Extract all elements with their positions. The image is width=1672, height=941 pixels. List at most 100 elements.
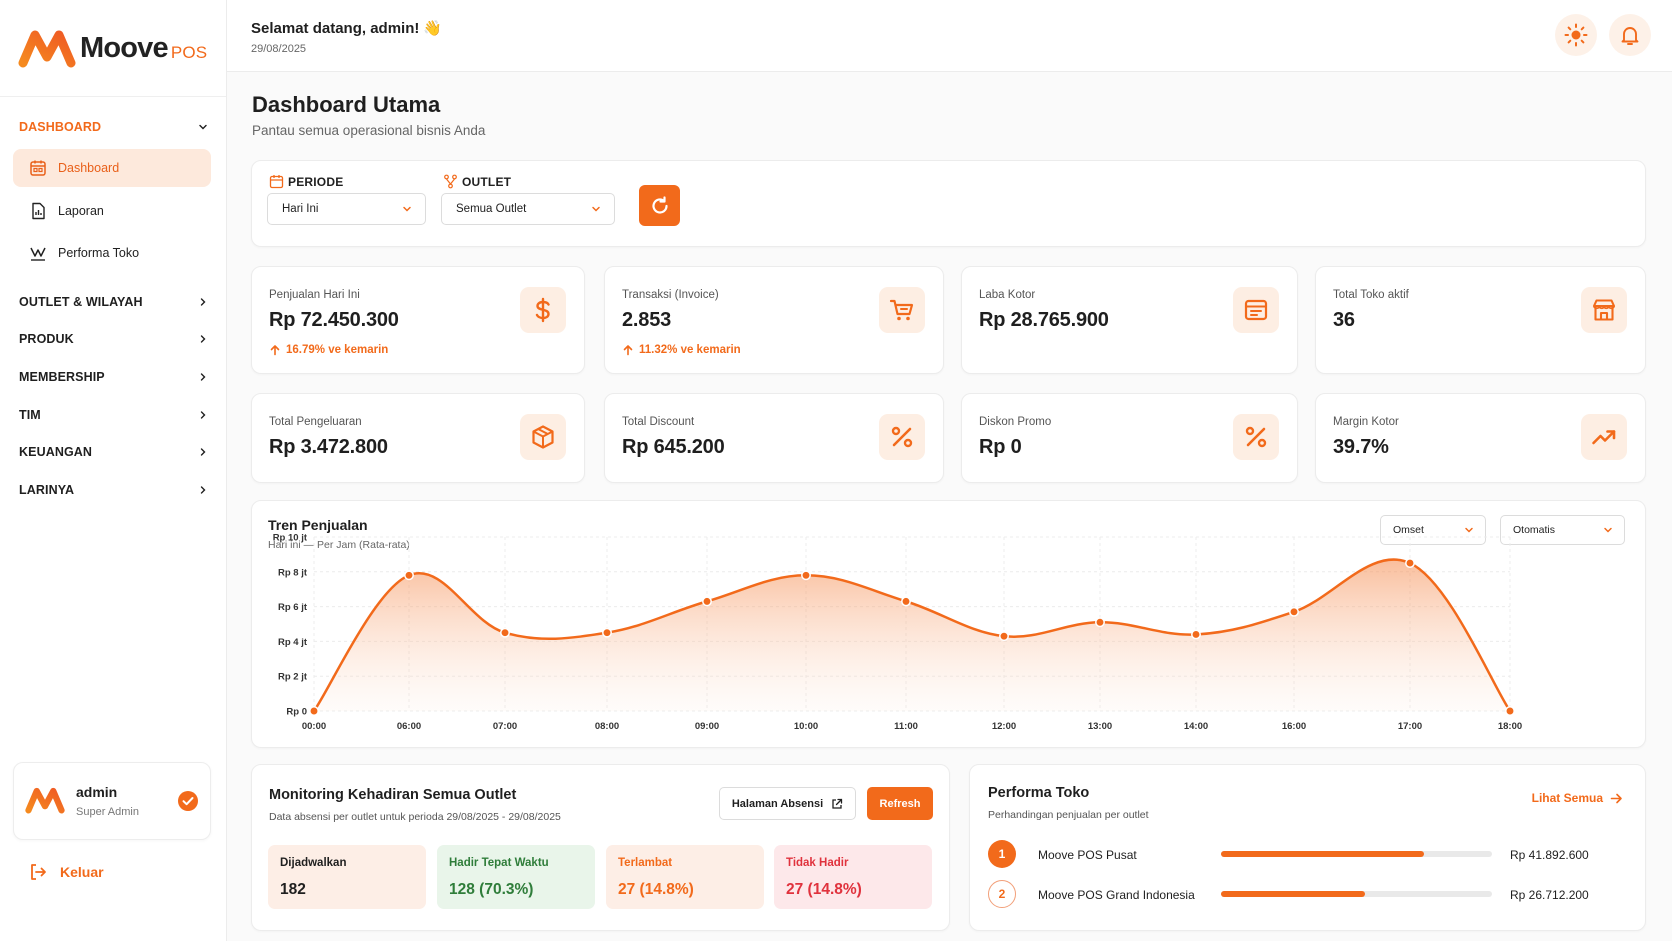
attendance-value: 27 (14.8%): [618, 881, 694, 898]
wave-emoji: 👋: [423, 20, 443, 37]
x-tick-label: 12:00: [992, 721, 1016, 732]
theme-toggle-button[interactable]: [1555, 14, 1597, 56]
logout-label: Keluar: [60, 864, 104, 880]
data-point[interactable]: [999, 631, 1009, 642]
nav-section-label: DASHBOARD: [19, 120, 102, 134]
filter-refresh-button[interactable]: [639, 185, 680, 226]
page-subtitle: Pantau semua operasional bisnis Anda: [252, 123, 486, 138]
attendance-monitoring-card: Monitoring Kehadiran Semua Outlet Data a…: [251, 764, 950, 931]
stat-card-transaksi[interactable]: Transaksi (Invoice) 2.853 11.32% ve kema…: [604, 266, 944, 374]
stat-card-penjualan[interactable]: Penjualan Hari Ini Rp 72.450.300 16.79% …: [251, 266, 585, 374]
sales-trend-chart: Rp 0 Rp 2 jt Rp 4 jt Rp 6 jt Rp 8 jt Rp 10 jt…: [273, 533, 1522, 733]
data-point[interactable]: [1191, 629, 1201, 640]
calendar-icon: [30, 160, 46, 176]
notifications-button[interactable]: [1609, 14, 1651, 56]
metric-select-value: Omset: [1393, 524, 1424, 536]
nav-section-larinya[interactable]: LARINYA: [19, 479, 209, 501]
store-network-icon: [444, 174, 457, 189]
outlet-label-text: OUTLET: [462, 174, 512, 189]
stat-card-total-toko[interactable]: Total Toko aktif 36: [1315, 266, 1646, 374]
data-point[interactable]: [901, 596, 911, 607]
data-point[interactable]: [1289, 606, 1299, 617]
cart-icon: [889, 299, 914, 321]
stat-card-total-discount[interactable]: Total Discount Rp 645.200: [604, 393, 944, 483]
y-tick-label: Rp 2 jt: [278, 672, 308, 683]
outlet-label: OUTLET: [443, 174, 511, 189]
stat-value: Rp 0: [979, 436, 1022, 458]
stat-value: 39.7%: [1333, 436, 1389, 458]
stat-label: Total Pengeluaran: [269, 416, 362, 428]
sidebar-item-dashboard[interactable]: Dashboard: [13, 149, 211, 187]
stat-icon-box: [1581, 414, 1627, 460]
stat-card-margin-kotor[interactable]: Margin Kotor 39.7%: [1315, 393, 1646, 483]
nav-section-membership[interactable]: MEMBERSHIP: [19, 366, 209, 388]
metric-select[interactable]: Omset: [1380, 515, 1486, 545]
x-tick-label: 17:00: [1398, 721, 1422, 732]
refresh-icon: [651, 195, 668, 214]
outlet-select[interactable]: Semua Outlet: [441, 193, 615, 225]
attendance-value: 128 (70.3%): [449, 881, 534, 898]
stat-value: Rp 3.472.800: [269, 436, 388, 458]
attendance-page-label: Halaman Absensi: [731, 797, 824, 810]
attendance-card-on-time: Hadir Tepat Waktu 128 (70.3%): [437, 845, 595, 909]
attendance-page-button[interactable]: Halaman Absensi: [719, 787, 856, 820]
data-point[interactable]: [404, 570, 414, 581]
data-point[interactable]: [1095, 617, 1105, 628]
performance-title: Performa Toko: [988, 785, 1090, 801]
sidebar-item-label: Dashboard: [58, 161, 120, 175]
rank-badge: 2: [988, 880, 1016, 908]
data-point[interactable]: [500, 627, 510, 638]
sidebar-item-performa-toko[interactable]: Performa Toko: [13, 234, 211, 272]
stat-card-laba-kotor[interactable]: Laba Kotor Rp 28.765.900: [961, 266, 1298, 374]
nav-section-dashboard[interactable]: DASHBOARD: [19, 116, 209, 138]
chart-title: Tren Penjualan: [268, 517, 368, 533]
periode-select[interactable]: Hari Ini: [267, 193, 426, 225]
external-link-icon: [832, 798, 843, 809]
see-all-link[interactable]: Lihat Semua: [1532, 791, 1623, 805]
sales-area: [314, 559, 1510, 711]
chevron-down-icon: [403, 206, 411, 212]
logout-icon: [31, 864, 46, 880]
arrow-up-icon: [270, 345, 280, 356]
store-name[interactable]: Moove POS Pusat: [1038, 848, 1137, 862]
nav-section-tim[interactable]: TIM: [19, 404, 209, 426]
bell-icon: [1621, 27, 1639, 45]
stat-icon-box: [879, 414, 925, 460]
data-point[interactable]: [1405, 558, 1415, 569]
sales-trend-card: Tren Penjualan Hari ini — Per Jam (Rata-…: [251, 500, 1646, 748]
store-share-fill: [1221, 851, 1425, 857]
stat-label: Transaksi (Invoice): [622, 289, 719, 301]
sidebar-item-laporan[interactable]: Laporan: [13, 192, 211, 230]
data-point[interactable]: [801, 570, 811, 581]
stat-trend: 11.32% ve kemarin: [622, 344, 741, 356]
store-sales-value: Rp 26.712.200: [1510, 888, 1589, 902]
nav-section-keuangan[interactable]: KEUANGAN: [19, 441, 209, 463]
logout-button[interactable]: Keluar: [28, 862, 104, 882]
chevron-right-icon: [200, 448, 206, 456]
mode-select[interactable]: Otomatis: [1500, 515, 1625, 545]
box-icon: [532, 425, 554, 449]
mode-select-value: Otomatis: [1513, 524, 1556, 536]
attendance-refresh-button[interactable]: Refresh: [867, 787, 933, 820]
performance-icon: [30, 247, 46, 261]
nav-section-outlet-wilayah[interactable]: OUTLET & WILAYAH: [19, 291, 209, 313]
see-all-label: Lihat Semua: [1531, 791, 1603, 805]
x-tick-label: 18:00: [1498, 721, 1522, 732]
brand-logo[interactable]: Moove POS: [18, 26, 207, 70]
nav-section-produk[interactable]: PRODUK: [19, 328, 209, 350]
chevron-down-icon: [592, 206, 600, 212]
x-axis: 00:00 06:00 07:00 08:00 09:00 10:00 11:00 12:00…: [302, 721, 1522, 732]
data-point[interactable]: [309, 706, 319, 716]
trend-up-icon: [1592, 430, 1616, 445]
user-profile-card[interactable]: admin Super Admin: [13, 762, 211, 840]
stat-card-diskon-promo[interactable]: Diskon Promo Rp 0: [961, 393, 1298, 483]
data-point[interactable]: [1505, 706, 1515, 716]
chevron-right-icon: [200, 298, 206, 306]
store-name[interactable]: Moove POS Grand Indonesia: [1038, 888, 1195, 902]
data-point[interactable]: [702, 596, 712, 607]
attendance-label: Dijadwalkan: [280, 857, 347, 869]
refresh-label: Refresh: [879, 797, 921, 810]
data-point[interactable]: [602, 627, 612, 638]
stat-card-pengeluaran[interactable]: Total Pengeluaran Rp 3.472.800: [251, 393, 585, 483]
chevron-right-icon: [200, 335, 206, 343]
